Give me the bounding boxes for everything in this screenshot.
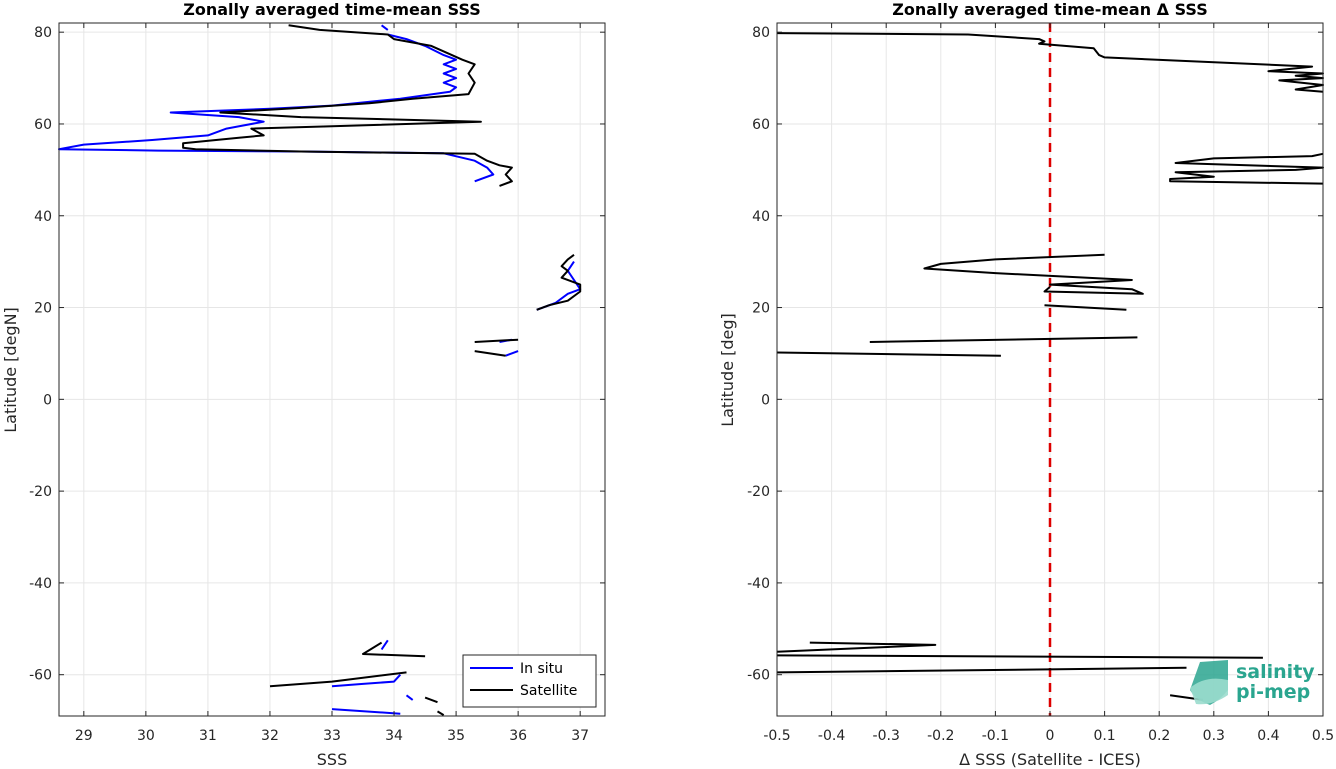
left-series-in-situ-line bbox=[505, 350, 519, 357]
right-y-tick-label: 40 bbox=[752, 209, 770, 225]
left-y-tick-label: 80 bbox=[34, 25, 52, 41]
left-series-satellite-line bbox=[424, 696, 438, 704]
left-y-tick-label: -60 bbox=[29, 668, 52, 684]
left-y-axis-label: Latitude [degN] bbox=[1, 307, 20, 433]
right-chart-title: Zonally averaged time-mean Δ SSS bbox=[892, 0, 1208, 19]
left-series-in-situ-line bbox=[331, 708, 401, 715]
left-x-tick-label: 34 bbox=[385, 728, 403, 744]
right-y-tick-label: -40 bbox=[747, 576, 770, 592]
right-x-tick-label: 0.2 bbox=[1148, 728, 1170, 744]
right-y-tick-label: 80 bbox=[752, 25, 770, 41]
left-y-tick-label: 0 bbox=[43, 392, 52, 408]
right-y-tick-label: -60 bbox=[747, 668, 770, 684]
right-chart-panel: -0.5 -0.4 -0.3 -0.2 -0.1 0 0.1 0.2 0.3 0.4 0.5 -60 -… bbox=[718, 0, 1334, 769]
left-x-tick-label: 35 bbox=[447, 728, 465, 744]
left-x-tick-label: 32 bbox=[261, 728, 279, 744]
right-x-axis-label: Δ SSS (Satellite - ICES) bbox=[959, 750, 1141, 769]
left-series-satellite-line bbox=[436, 710, 445, 716]
left-y-tick-label: 60 bbox=[34, 117, 52, 133]
right-x-tick-label: 0.4 bbox=[1257, 728, 1279, 744]
left-x-tick-label: 30 bbox=[137, 728, 155, 744]
left-series-satellite-line bbox=[269, 671, 407, 688]
right-series-delta-sss-line bbox=[776, 351, 1001, 357]
left-chart-panel: 29 30 31 32 33 34 35 36 37 -60 -40 -20 0 20 40 60 80 Zon… bbox=[1, 0, 606, 769]
right-x-tick-label: 0 bbox=[1046, 728, 1055, 744]
left-x-tick-label: 29 bbox=[75, 728, 93, 744]
right-data-lines bbox=[776, 32, 1324, 701]
legend-satellite-label: Satellite bbox=[520, 683, 577, 699]
logo-text-line2: pi-mep bbox=[1236, 681, 1310, 703]
legend-in-situ-label: In situ bbox=[520, 661, 563, 677]
right-x-tick-label: -0.1 bbox=[982, 728, 1009, 744]
right-x-tick-label: -0.3 bbox=[873, 728, 900, 744]
left-series-satellite-line bbox=[474, 350, 506, 357]
left-series-satellite-line bbox=[536, 253, 582, 311]
right-ticks: -0.5 -0.4 -0.3 -0.2 -0.1 0 0.1 0.2 0.3 0.4 0.5 -60 -… bbox=[747, 23, 1334, 744]
left-x-tick-label: 31 bbox=[199, 728, 217, 744]
left-series-in-situ-line bbox=[380, 639, 389, 651]
right-x-tick-label: 0.3 bbox=[1203, 728, 1225, 744]
left-series-in-situ-line bbox=[381, 24, 389, 31]
right-series-delta-sss-line bbox=[923, 253, 1144, 295]
left-y-tick-label: -40 bbox=[29, 576, 52, 592]
right-series-delta-sss-line bbox=[776, 641, 937, 653]
right-x-tick-label: 0.1 bbox=[1093, 728, 1115, 744]
left-series-satellite-line bbox=[474, 338, 519, 343]
legend-box bbox=[462, 654, 597, 708]
right-y-tick-label: 20 bbox=[752, 301, 770, 317]
right-series-delta-sss-line bbox=[776, 32, 1324, 93]
left-series-in-situ-line bbox=[405, 694, 414, 701]
right-y-tick-label: 0 bbox=[761, 392, 770, 408]
left-ticks: 29 30 31 32 33 34 35 36 37 -60 -40 -20 0 20 40 60 80 bbox=[29, 23, 605, 744]
left-series-satellite-line bbox=[362, 641, 426, 658]
right-series-delta-sss-line bbox=[869, 336, 1138, 343]
right-y-axis-label: Latitude [deg] bbox=[718, 313, 737, 427]
right-x-tick-label: -0.5 bbox=[763, 728, 790, 744]
left-x-tick-label: 37 bbox=[571, 728, 589, 744]
left-x-tick-label: 36 bbox=[509, 728, 527, 744]
right-series-delta-sss-line bbox=[776, 666, 1187, 674]
right-y-tick-label: 60 bbox=[752, 117, 770, 133]
salinity-pi-mep-logo: salinity pi-mep bbox=[1190, 660, 1315, 705]
left-data-lines bbox=[58, 24, 582, 716]
left-series-satellite-line bbox=[182, 24, 513, 187]
right-y-tick-label: -20 bbox=[747, 484, 770, 500]
left-chart-title: Zonally averaged time-mean SSS bbox=[183, 0, 481, 19]
left-x-axis-label: SSS bbox=[317, 750, 347, 769]
right-x-tick-label: 0.5 bbox=[1312, 728, 1334, 744]
legend: In situ Satellite bbox=[462, 654, 597, 708]
logo-wave-icon-light bbox=[1190, 678, 1228, 705]
right-series-delta-sss-line bbox=[1044, 304, 1127, 311]
left-y-tick-label: -20 bbox=[29, 484, 52, 500]
logo-text-line1: salinity bbox=[1236, 661, 1315, 683]
left-x-tick-label: 33 bbox=[323, 728, 341, 744]
right-x-tick-label: -0.4 bbox=[818, 728, 845, 744]
right-x-tick-label: -0.2 bbox=[927, 728, 954, 744]
left-series-in-situ-line bbox=[331, 674, 402, 688]
left-y-tick-label: 40 bbox=[34, 209, 52, 225]
right-series-delta-sss-line bbox=[776, 654, 1263, 659]
right-series-delta-sss-line bbox=[1169, 152, 1324, 185]
left-y-tick-label: 20 bbox=[34, 301, 52, 317]
